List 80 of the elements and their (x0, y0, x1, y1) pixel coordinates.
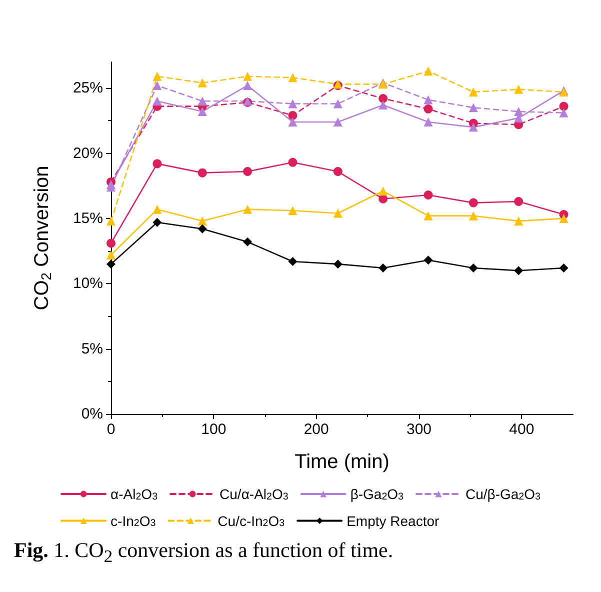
point (424, 190, 433, 200)
point (152, 96, 162, 106)
point (333, 167, 342, 176)
point (514, 266, 524, 276)
point (198, 216, 207, 226)
point (378, 186, 388, 196)
point (333, 99, 342, 108)
x-tick-label: 300 (406, 421, 432, 438)
caption: Fig. 1. CO$_{2}$ conversion as a function of time. (14, 538, 394, 566)
point (152, 159, 162, 168)
y-tick-label: 15% (72, 210, 103, 227)
point (514, 84, 524, 94)
point (514, 216, 524, 226)
point (424, 117, 433, 126)
point (559, 263, 568, 272)
point (288, 117, 298, 126)
point (468, 103, 478, 112)
point (288, 110, 298, 120)
point (198, 96, 207, 106)
point (424, 66, 433, 76)
point (243, 72, 252, 81)
point (243, 237, 252, 246)
point (559, 214, 568, 223)
x-tick-label: 200 (304, 421, 329, 438)
x-tick-label: 100 (201, 421, 226, 438)
point (198, 224, 207, 234)
point (152, 80, 162, 90)
point (243, 204, 252, 214)
point (468, 87, 478, 96)
point (243, 80, 252, 90)
point (424, 211, 433, 220)
point (288, 73, 298, 82)
point (288, 158, 298, 167)
point (106, 260, 116, 269)
x-tick-label: 400 (509, 421, 534, 438)
point (378, 100, 388, 110)
point (468, 211, 478, 220)
point (198, 168, 207, 178)
y-tick-label: 10% (72, 275, 103, 292)
x-tick-label: 0 (106, 421, 116, 438)
y-tick-label: 20% (72, 144, 103, 162)
legend-label: Cu/α-Al2O3 (220, 486, 289, 502)
y-axis-title: CO2 Conversion (31, 166, 54, 310)
point (514, 197, 524, 206)
point (468, 198, 478, 208)
point (559, 102, 568, 111)
y-tick-label: 5% (81, 340, 103, 358)
point (288, 99, 298, 108)
point (288, 256, 298, 266)
legend-label: β-Ga2O3 (350, 486, 404, 502)
legend-label: Cu/β-Ga2O3 (465, 486, 542, 502)
legend-label: α-Al2O3 (110, 486, 158, 502)
point (378, 263, 388, 272)
point (333, 208, 342, 218)
y-tick-label: 0% (81, 406, 103, 422)
point (198, 78, 207, 88)
x-axis-title: Time (min) (294, 451, 390, 473)
point (333, 117, 342, 126)
point (106, 238, 116, 248)
point (424, 104, 433, 114)
point (106, 250, 116, 260)
legend-label: Cu/c-In2O3 (218, 512, 286, 530)
point (198, 107, 207, 116)
point (152, 218, 162, 227)
point (106, 216, 116, 226)
point (424, 256, 433, 265)
point (243, 167, 252, 176)
point (333, 260, 342, 269)
y-tick-label: 25% (72, 80, 103, 97)
legend-label: c-In2O3 (110, 512, 156, 530)
legend-label: Empty Reactor (346, 512, 440, 529)
point (378, 94, 388, 103)
point (288, 206, 298, 216)
point (514, 107, 524, 116)
point (468, 263, 478, 272)
point (559, 108, 568, 118)
point (152, 204, 162, 214)
point (424, 95, 433, 104)
point (468, 122, 478, 132)
point (152, 72, 162, 81)
